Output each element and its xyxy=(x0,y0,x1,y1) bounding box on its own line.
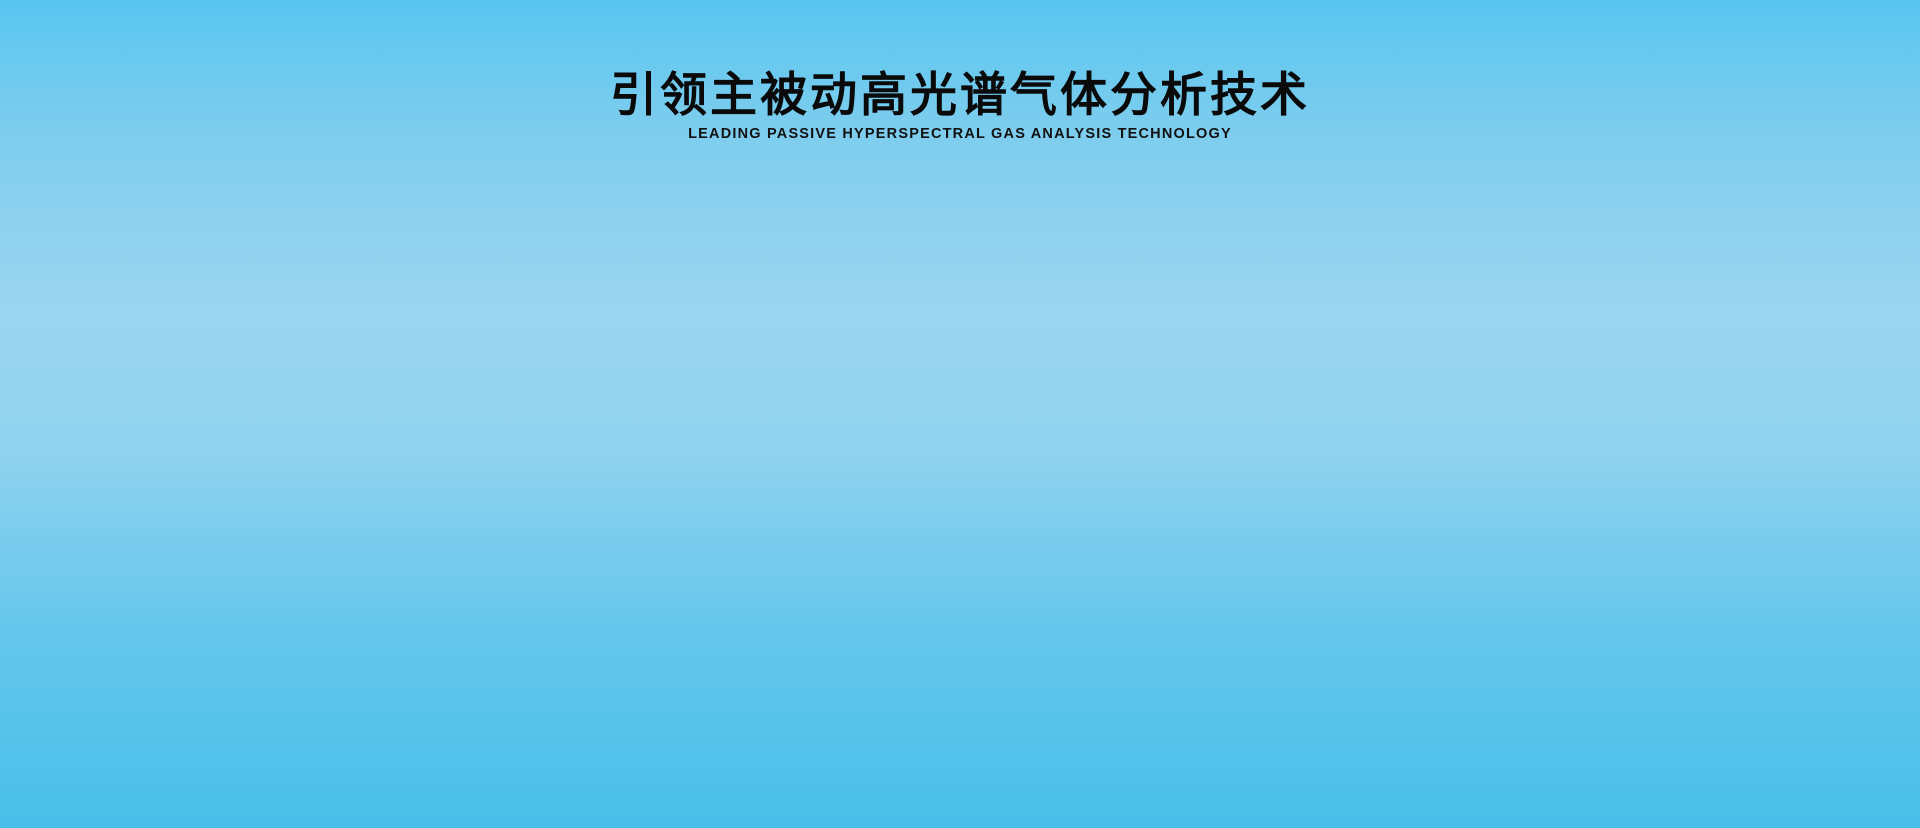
page-title: 引领主被动高光谱气体分析技术 xyxy=(610,68,1310,121)
page-subtitle: LEADING PASSIVE HYPERSPECTRAL GAS ANALYS… xyxy=(688,126,1232,142)
